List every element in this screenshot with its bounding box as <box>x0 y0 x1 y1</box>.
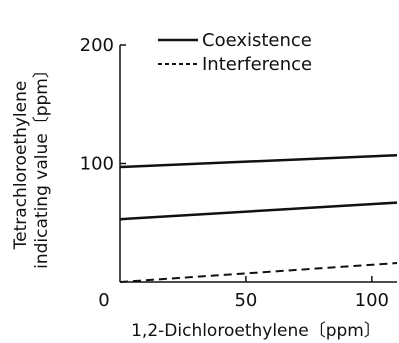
y-axis-title: Tetrachloroethylene indicating value〔ppm… <box>11 61 52 269</box>
x-tick-label: 0 <box>98 290 109 311</box>
axes <box>119 45 397 283</box>
x-axis-title: 1,2-Dichloroethylene〔ppm〕 <box>131 321 381 341</box>
series-line-dashed <box>119 262 398 283</box>
series-line-solid <box>119 153 398 169</box>
legend: Coexistence Interference <box>158 30 312 75</box>
y-axis-title-line-1: Tetrachloroethylene <box>11 81 31 251</box>
y-tick-label: 100 <box>80 154 114 175</box>
series <box>119 153 398 283</box>
x-tick-label: 100 <box>355 290 389 311</box>
legend-label-interference: Interference <box>202 54 312 75</box>
x-tick-label: 50 <box>234 290 257 311</box>
legend-label-coexistence: Coexistence <box>202 30 312 51</box>
y-axis-title-line-2: indicating value〔ppm〕 <box>32 61 52 269</box>
series-line-solid <box>119 201 398 221</box>
y-tick-label: 200 <box>80 35 114 56</box>
ticks: 0 50 100 100 200 <box>80 35 389 311</box>
